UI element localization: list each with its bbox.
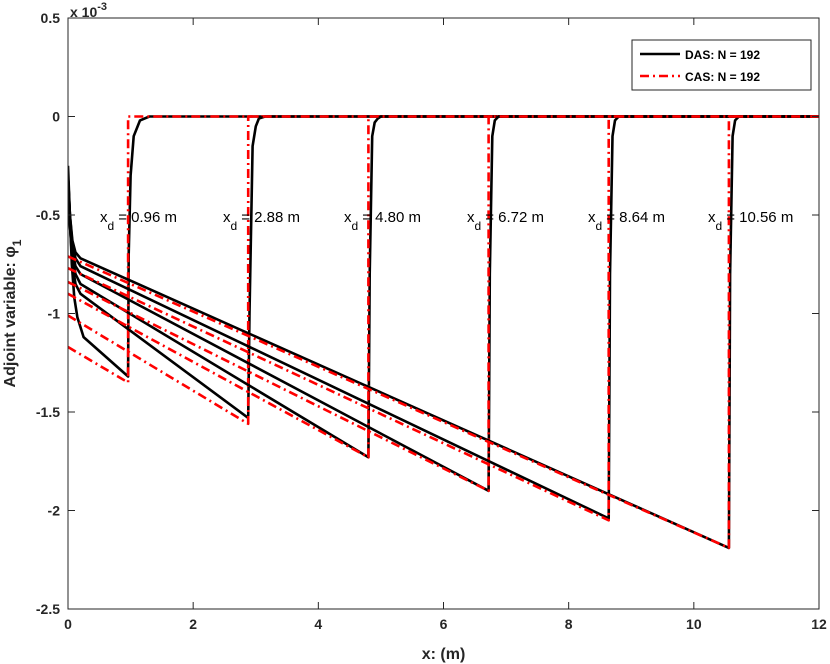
y-tick-label: -1 bbox=[48, 306, 61, 322]
annotation-value: = 4.80 m bbox=[362, 209, 421, 226]
annotation-xd-1: xd = 0.96 m bbox=[100, 209, 177, 233]
annotation-subscript: d bbox=[231, 219, 238, 233]
legend-label-das: DAS: N = 192 bbox=[685, 48, 760, 62]
annotation-prefix: x bbox=[100, 209, 108, 226]
annotation-xd-6: xd = 10.56 m bbox=[708, 209, 793, 233]
x-axis-label: x: (m) bbox=[422, 646, 466, 663]
annotation-subscript: d bbox=[716, 219, 723, 233]
y-exponent-power: -3 bbox=[97, 1, 107, 13]
x-tick-label: 6 bbox=[440, 616, 448, 632]
y-tick-label: -2 bbox=[48, 503, 61, 519]
y-tick-label: 0 bbox=[52, 109, 60, 125]
y-exponent-label: x 10-3 bbox=[70, 1, 107, 20]
annotation-value: = 10.56 m bbox=[726, 209, 793, 226]
annotation-xd-3: xd = 4.80 m bbox=[344, 209, 421, 233]
y-tick-label: -1.5 bbox=[36, 404, 60, 420]
annotation-value: = 0.96 m bbox=[118, 209, 177, 226]
annotation-subscript: d bbox=[475, 219, 482, 233]
cas-line-5 bbox=[68, 115, 819, 522]
annotation-value: = 8.64 m bbox=[606, 209, 665, 226]
y-tick-label: -2.5 bbox=[36, 601, 60, 617]
annotation-xd-4: xd = 6.72 m bbox=[467, 209, 544, 233]
legend: DAS: N = 192 CAS: N = 192 bbox=[631, 39, 812, 91]
y-axis-label: Adjoint variable: φ1 bbox=[2, 239, 24, 387]
legend-label-cas: CAS: N = 192 bbox=[685, 70, 760, 84]
y-tick-label: 0.5 bbox=[41, 10, 61, 26]
x-tick-label: 2 bbox=[189, 616, 197, 632]
y-axis-label-subscript: 1 bbox=[10, 239, 24, 246]
series-lines bbox=[68, 115, 819, 550]
cas-line-1 bbox=[68, 115, 819, 384]
x-tick-label: 4 bbox=[314, 616, 322, 632]
annotation-prefix: x bbox=[588, 209, 596, 226]
annotation-prefix: x bbox=[344, 209, 352, 226]
annotation-prefix: x bbox=[708, 209, 716, 226]
x-tick-label: 12 bbox=[811, 616, 827, 632]
annotation-subscript: d bbox=[596, 219, 603, 233]
annotation-xd-5: xd = 8.64 m bbox=[588, 209, 665, 233]
annotation-value: = 6.72 m bbox=[485, 209, 544, 226]
y-axis-label-main: Adjoint variable: φ bbox=[2, 246, 19, 387]
annotation-xd-2: xd = 2.88 m bbox=[223, 209, 300, 233]
x-tick-label: 8 bbox=[565, 616, 573, 632]
y-exponent-base: x 10 bbox=[70, 4, 97, 20]
cas-line-3 bbox=[68, 115, 819, 459]
x-tick-label: 10 bbox=[686, 616, 702, 632]
annotation-subscript: d bbox=[352, 219, 359, 233]
legend-box bbox=[631, 39, 812, 91]
x-tick-label: 0 bbox=[64, 616, 72, 632]
annotation-value: = 2.88 m bbox=[241, 209, 300, 226]
annotation-prefix: x bbox=[467, 209, 475, 226]
annotation-prefix: x bbox=[223, 209, 231, 226]
cas-line-6 bbox=[68, 115, 819, 550]
annotation-subscript: d bbox=[108, 219, 115, 233]
y-tick-label: -0.5 bbox=[36, 207, 60, 223]
